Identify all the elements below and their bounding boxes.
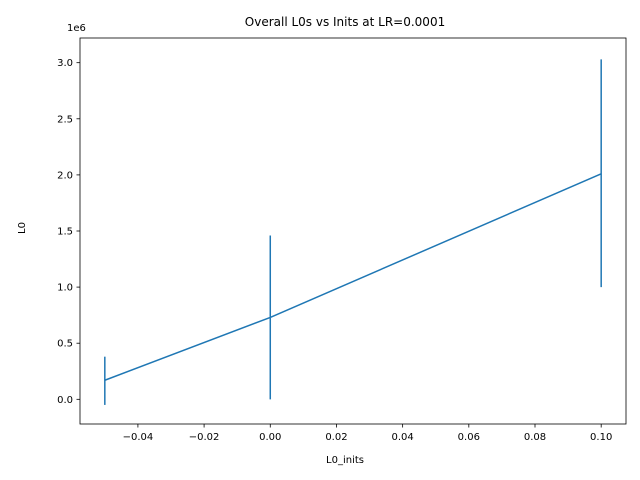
- x-tick-label: 0.00: [259, 432, 281, 443]
- y-tick-label: 2.5: [57, 114, 73, 125]
- x-tick-label: 0.10: [590, 432, 612, 443]
- y-offset-label: 1e6: [67, 23, 86, 34]
- x-tick-label: 0.02: [325, 432, 347, 443]
- y-tick-label: 1.0: [57, 283, 73, 294]
- y-tick-label: 0.0: [57, 395, 73, 406]
- y-tick-label: 1.5: [57, 227, 73, 238]
- y-tick-label: 2.0: [57, 170, 73, 181]
- y-axis-label: L0: [17, 222, 28, 234]
- x-tick-label: −0.02: [189, 432, 220, 443]
- y-tick-label: 3.0: [57, 58, 73, 69]
- x-tick-label: 0.04: [392, 432, 414, 443]
- chart-title: Overall L0s vs Inits at LR=0.0001: [245, 15, 445, 29]
- y-tick-label: 0.5: [57, 339, 73, 350]
- x-tick-label: −0.04: [123, 432, 154, 443]
- x-tick-label: 0.06: [458, 432, 480, 443]
- x-axis-label: L0_inits: [326, 455, 364, 466]
- plot-area: −0.04 −0.02 0.00 0.02 0.04 0.06 0.08 0.10 0.0 0.5…: [57, 37, 627, 443]
- x-tick-label: 0.08: [524, 432, 546, 443]
